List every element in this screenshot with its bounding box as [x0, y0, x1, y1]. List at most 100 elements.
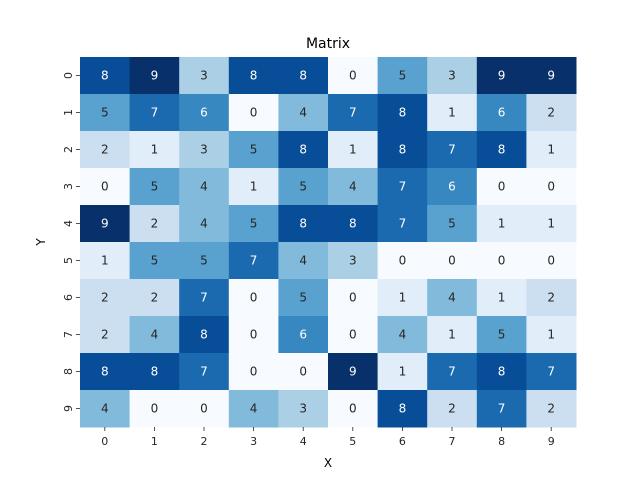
- cell-label-5-0: 1: [101, 254, 109, 268]
- cell-4-8: [476, 205, 527, 243]
- cell-label-5-2: 5: [200, 254, 208, 268]
- cell-label-9-8: 7: [498, 402, 506, 416]
- cell-2-4: [278, 131, 329, 169]
- cell-label-0-8: 9: [498, 69, 506, 83]
- cell-label-2-6: 8: [399, 143, 407, 157]
- cell-8-5: [328, 353, 379, 391]
- cell-1-2: [179, 94, 230, 132]
- cell-3-2: [179, 168, 230, 206]
- cell-label-9-5: 0: [349, 402, 357, 416]
- cell-1-7: [427, 94, 478, 132]
- chart-title: Matrix: [306, 36, 350, 52]
- cell-label-1-3: 0: [250, 106, 258, 120]
- cell-label-2-0: 2: [101, 143, 109, 157]
- cell-3-4: [278, 168, 329, 206]
- cell-9-6: [377, 390, 428, 428]
- cell-label-8-0: 8: [101, 365, 109, 379]
- cell-4-4: [278, 205, 329, 243]
- y-tick-label-6: 6: [62, 294, 75, 301]
- cell-0-4: [278, 57, 329, 95]
- cell-label-4-7: 5: [448, 217, 456, 231]
- cell-3-9: [526, 168, 577, 206]
- cell-7-4: [278, 316, 329, 354]
- cell-7-9: [526, 316, 577, 354]
- cell-0-0: [80, 57, 131, 95]
- cell-0-5: [328, 57, 379, 95]
- cell-label-6-4: 5: [299, 291, 307, 305]
- cell-3-7: [427, 168, 478, 206]
- cell-6-1: [129, 279, 180, 317]
- cell-1-5: [328, 94, 379, 132]
- cell-label-5-9: 0: [547, 254, 555, 268]
- cell-label-7-2: 8: [200, 328, 208, 342]
- cell-5-4: [278, 242, 329, 280]
- cell-5-6: [377, 242, 428, 280]
- cell-label-2-3: 5: [250, 143, 258, 157]
- cell-1-0: [80, 94, 131, 132]
- cell-8-7: [427, 353, 478, 391]
- cell-label-7-1: 4: [151, 328, 159, 342]
- cell-2-5: [328, 131, 379, 169]
- cell-label-9-2: 0: [200, 402, 208, 416]
- cell-label-0-5: 0: [349, 69, 357, 83]
- cell-label-4-2: 4: [200, 217, 208, 231]
- cell-label-4-3: 5: [250, 217, 258, 231]
- cell-label-5-3: 7: [250, 254, 258, 268]
- cell-label-7-6: 4: [399, 328, 407, 342]
- cell-1-8: [476, 94, 527, 132]
- cell-8-2: [179, 353, 230, 391]
- cell-label-7-3: 0: [250, 328, 258, 342]
- cell-label-7-4: 6: [299, 328, 307, 342]
- cell-2-7: [427, 131, 478, 169]
- y-axis-label: Y: [34, 238, 48, 247]
- cell-label-9-6: 8: [399, 402, 407, 416]
- cell-label-2-9: 1: [547, 143, 555, 157]
- y-tick-label-1: 1: [62, 109, 75, 116]
- cell-label-6-6: 1: [399, 291, 407, 305]
- cell-label-1-0: 5: [101, 106, 109, 120]
- cell-6-0: [80, 279, 131, 317]
- cell-label-8-4: 0: [299, 365, 307, 379]
- cell-label-8-7: 7: [448, 365, 456, 379]
- y-tick-label-4: 4: [62, 220, 75, 227]
- cell-label-3-8: 0: [498, 180, 506, 194]
- cell-label-7-0: 2: [101, 328, 109, 342]
- cell-label-6-8: 1: [498, 291, 506, 305]
- x-tick-label-3: 3: [250, 435, 257, 448]
- cell-label-0-7: 3: [448, 69, 456, 83]
- y-tick-label-2: 2: [62, 146, 75, 153]
- cell-label-3-1: 5: [151, 180, 159, 194]
- cell-label-4-0: 9: [101, 217, 109, 231]
- cell-label-2-8: 8: [498, 143, 506, 157]
- cell-5-8: [476, 242, 527, 280]
- x-tick-label-8: 8: [498, 435, 505, 448]
- cell-label-5-8: 0: [498, 254, 506, 268]
- cell-label-0-2: 3: [200, 69, 208, 83]
- cell-label-5-4: 4: [299, 254, 307, 268]
- cell-8-3: [228, 353, 279, 391]
- cell-8-6: [377, 353, 428, 391]
- cell-label-5-7: 0: [448, 254, 456, 268]
- cell-6-4: [278, 279, 329, 317]
- cell-9-9: [526, 390, 577, 428]
- cell-4-6: [377, 205, 428, 243]
- y-tick-label-7: 7: [62, 331, 75, 338]
- y-tick-label-8: 8: [62, 368, 75, 375]
- x-tick-label-9: 9: [548, 435, 555, 448]
- cell-7-1: [129, 316, 180, 354]
- cell-1-4: [278, 94, 329, 132]
- cell-6-7: [427, 279, 478, 317]
- cell-label-3-9: 0: [547, 180, 555, 194]
- cell-2-6: [377, 131, 428, 169]
- cell-label-2-7: 7: [448, 143, 456, 157]
- cell-5-1: [129, 242, 180, 280]
- cell-label-6-5: 0: [349, 291, 357, 305]
- cell-label-0-3: 8: [250, 69, 258, 83]
- cell-2-1: [129, 131, 180, 169]
- cell-label-4-5: 8: [349, 217, 357, 231]
- cell-9-0: [80, 390, 131, 428]
- cell-8-8: [476, 353, 527, 391]
- cell-label-2-5: 1: [349, 143, 357, 157]
- cell-label-0-4: 8: [299, 69, 307, 83]
- cell-5-0: [80, 242, 131, 280]
